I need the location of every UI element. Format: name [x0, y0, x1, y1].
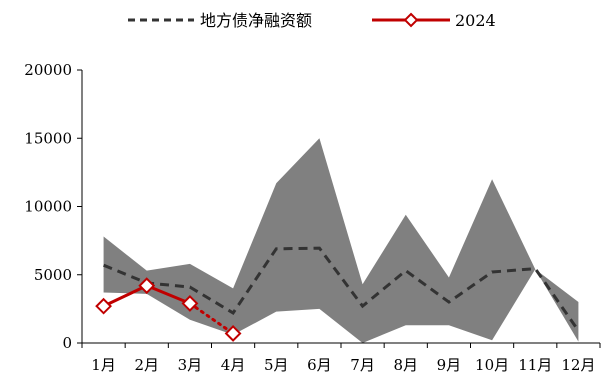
y-tick-label: 0	[62, 334, 72, 352]
x-tick-label: 4月	[221, 356, 246, 374]
x-tick-label: 3月	[178, 356, 203, 374]
x-tick-label: 11月	[518, 356, 552, 374]
plot-area: 0 5000 10000 15000 20000 1月 2月 3月 4月 5月 6月 7月 8月 9月 10…	[24, 61, 601, 374]
x-tick-label: 1月	[91, 356, 116, 374]
x-tick-label: 10月	[475, 356, 509, 374]
x-tick-label: 8月	[393, 356, 418, 374]
point-marker-2024	[181, 295, 199, 312]
x-tick-label: 9月	[437, 356, 462, 374]
y-tick-label: 15000	[24, 129, 72, 147]
y-tick-label: 10000	[24, 198, 72, 216]
x-tick-label: 6月	[307, 356, 332, 374]
y-tick-label: 5000	[34, 266, 72, 284]
x-tick-label: 7月	[350, 356, 375, 374]
series-line-local-debt	[103, 246, 580, 332]
legend-label-local-debt: 地方债净融资额	[200, 11, 312, 30]
x-tick-label: 2月	[134, 356, 159, 374]
range-band	[103, 138, 579, 343]
x-tick-label: 12月	[561, 356, 595, 374]
point-marker-2024	[95, 297, 112, 315]
legend: 地方债净融资额 2024	[128, 11, 496, 30]
legend-label-2024: 2024	[455, 11, 496, 30]
y-tick-label: 20000	[24, 61, 72, 79]
point-marker-2024	[224, 325, 242, 342]
x-tick-label: 5月	[264, 356, 289, 374]
legend-marker-2024	[403, 12, 419, 28]
series-line-2024-dotted	[188, 301, 235, 335]
point-marker-2024	[138, 277, 156, 295]
